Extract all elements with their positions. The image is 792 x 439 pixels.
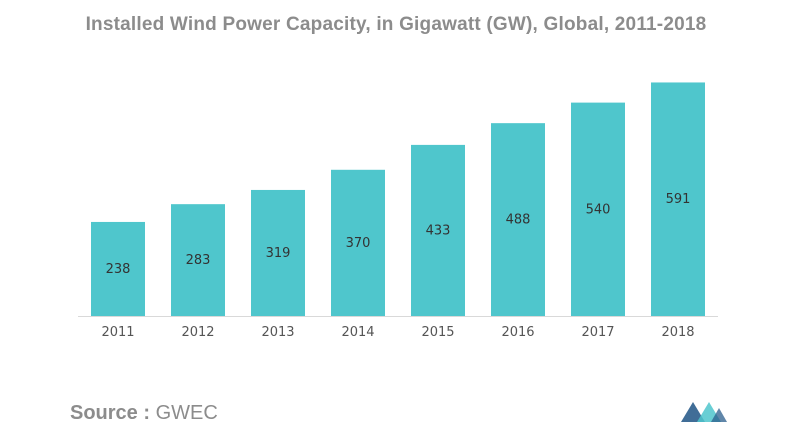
source-note: Source : GWEC <box>70 402 218 425</box>
x-tick-label-2018: 2018 <box>661 325 694 340</box>
data-label-2014: 370 <box>346 236 371 251</box>
bar-2011 <box>91 221 145 316</box>
bar-2018 <box>651 82 705 316</box>
bar-2017 <box>571 102 625 316</box>
data-label-2013: 319 <box>266 246 291 261</box>
bar-2012 <box>171 204 225 316</box>
bar-2016 <box>491 123 545 317</box>
data-label-2016: 488 <box>506 213 531 228</box>
data-label-2018: 591 <box>666 192 691 207</box>
bar-chart: 238 2011 283 2012 319 2013 370 2014 433 2015 488 20… <box>78 82 718 340</box>
x-tick-label-2017: 2017 <box>581 325 614 340</box>
data-label-2017: 540 <box>586 202 611 217</box>
source-label: Source : <box>70 402 151 424</box>
x-tick-label-2015: 2015 <box>421 325 454 340</box>
bar-2014 <box>331 169 385 316</box>
bar-2015 <box>411 144 465 316</box>
chart-title: Installed Wind Power Capacity, in Gigawa… <box>85 14 707 35</box>
data-label-2015: 433 <box>426 223 451 238</box>
source-value: GWEC <box>155 402 218 424</box>
x-tick-label-2011: 2011 <box>101 325 134 340</box>
data-label-2012: 283 <box>186 253 211 268</box>
x-tick-label-2016: 2016 <box>501 325 534 340</box>
bar-2013 <box>251 189 305 316</box>
data-label-2011: 238 <box>106 262 131 277</box>
x-tick-label-2012: 2012 <box>181 325 214 340</box>
x-tick-label-2014: 2014 <box>341 325 374 340</box>
x-tick-label-2013: 2013 <box>261 325 294 340</box>
mordor-intelligence-logo-icon <box>681 402 727 422</box>
